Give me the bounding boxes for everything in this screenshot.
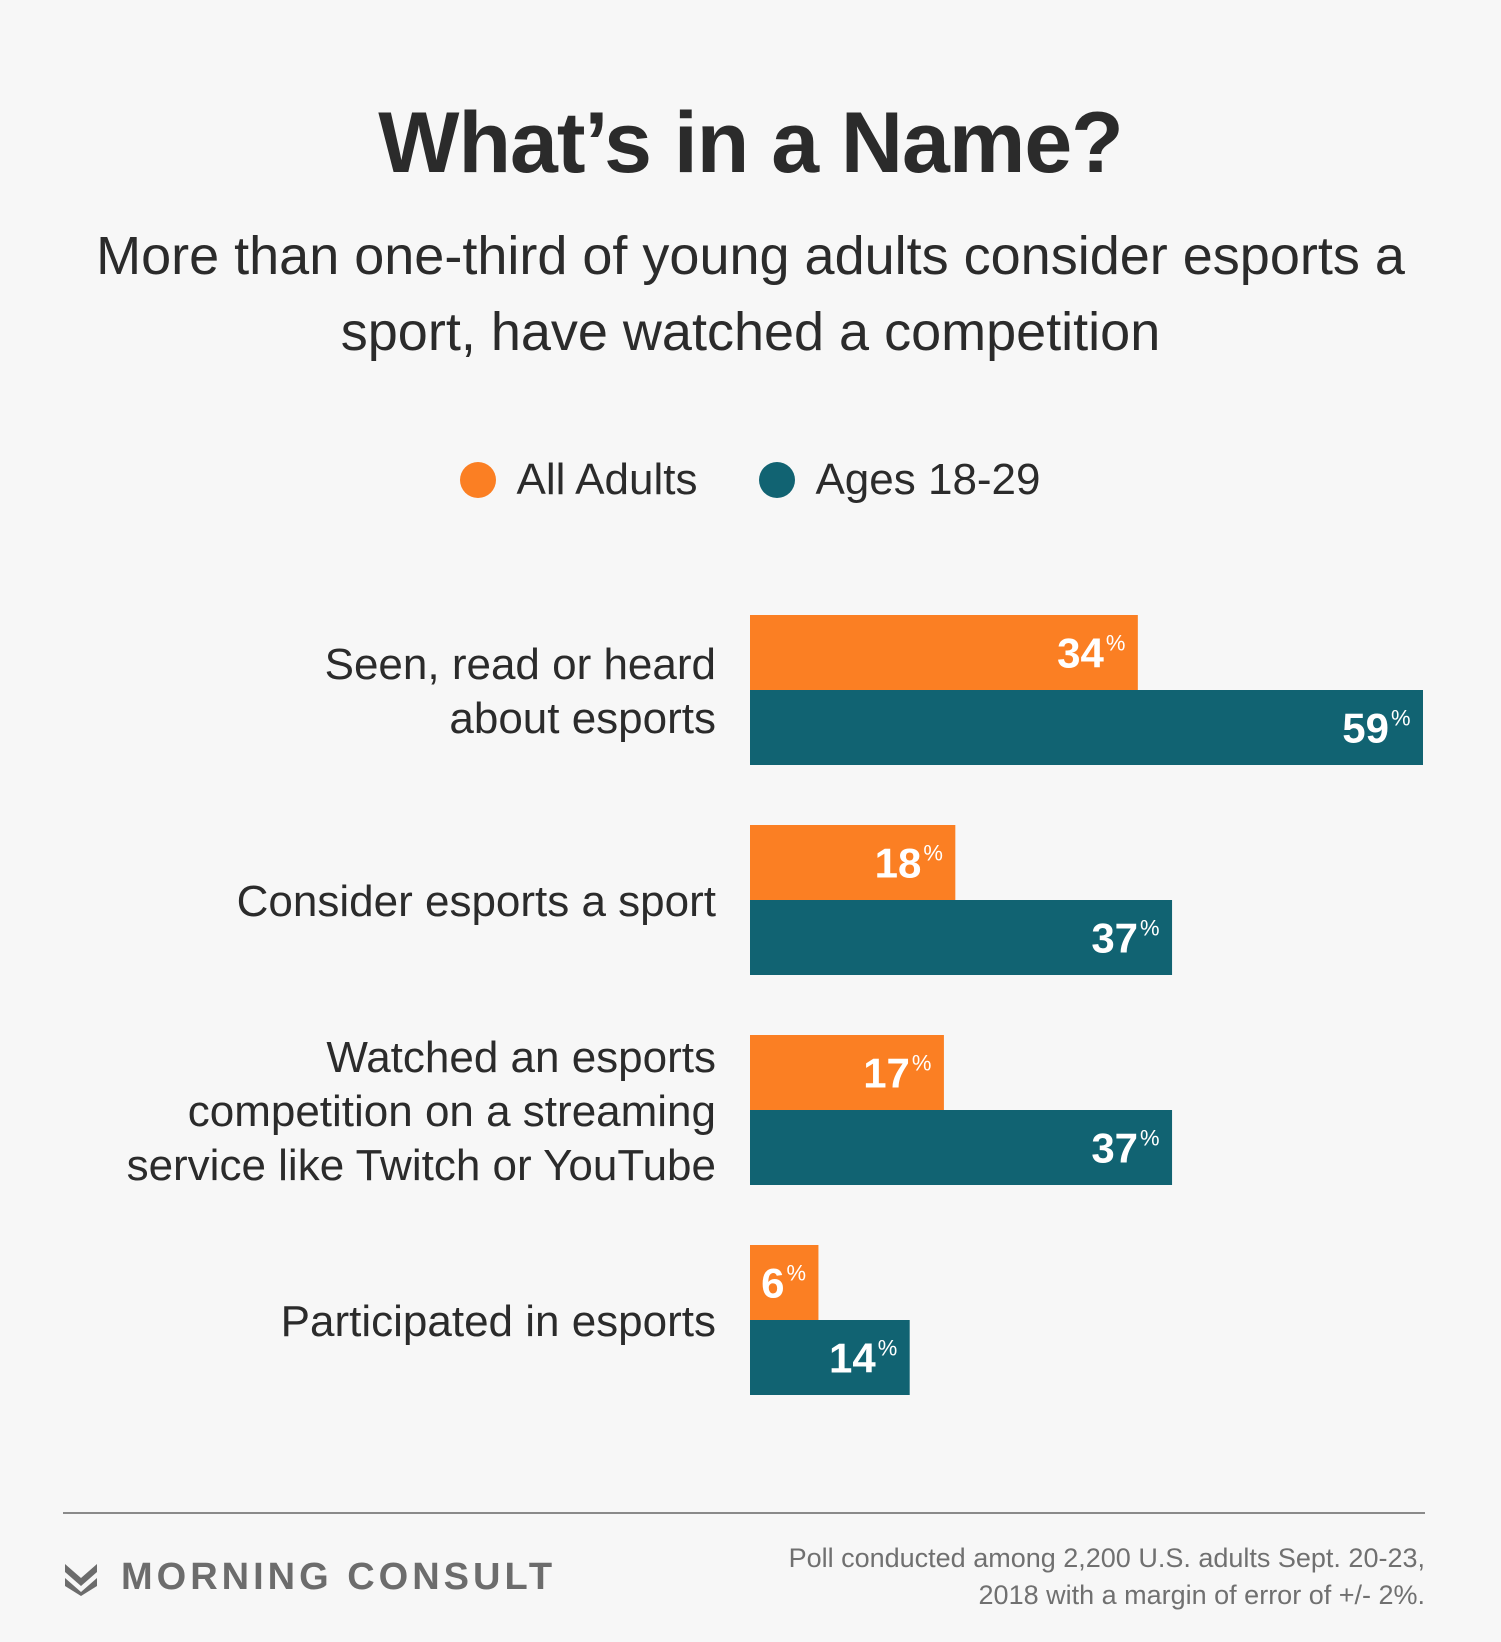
category-label-line: Watched an esports [326, 1033, 716, 1082]
bar-all-adults [750, 825, 956, 900]
bar-ages-18-29 [750, 1110, 1173, 1185]
category-label: Watched an esports competition on a strea… [127, 1033, 716, 1190]
bar-value-unit: % [1140, 1126, 1160, 1151]
bar-value-unit: % [923, 841, 943, 866]
legend-swatch-ages-18-29 [759, 462, 796, 498]
bar-ages-18-29 [750, 1320, 910, 1395]
category-label: Consider esports a sport [237, 877, 716, 926]
source-note: Poll conducted among 2,200 U.S. adults S… [788, 1543, 1425, 1610]
bar-value-unit: % [1140, 916, 1160, 941]
legend-item-ages-18-29: Ages 18-29 [759, 455, 1041, 505]
bar-value-unit: % [878, 1336, 898, 1361]
legend-swatch-all-adults [460, 462, 497, 498]
bar-value-unit: % [1391, 706, 1411, 731]
category-label-line: service like Twitch or YouTube [127, 1141, 716, 1190]
bar-all-adults [750, 615, 1138, 690]
bar-value-label: 34 [1057, 630, 1104, 677]
morning-consult-logo-icon [65, 1563, 97, 1596]
footer-divider [63, 1512, 1425, 1514]
category-label-line: Seen, read or heard [325, 640, 716, 689]
bar-value-label: 17 [863, 1050, 910, 1097]
bar-value-label: 37 [1091, 915, 1138, 962]
bar-value-label: 14 [829, 1335, 876, 1382]
legend-label-ages-18-29: Ages 18-29 [815, 455, 1041, 504]
bar-value-unit: % [786, 1261, 806, 1286]
bar-all-adults [750, 1245, 819, 1320]
legend-item-all-adults: All Adults [460, 455, 697, 505]
category-label-line: competition on a streaming [188, 1087, 716, 1136]
category-label-line: Consider esports a sport [237, 877, 716, 926]
bar-ages-18-29 [750, 900, 1173, 975]
bar-value-label: 37 [1091, 1125, 1138, 1172]
chart-title: What’s in a Name? [378, 95, 1123, 191]
bar-ages-18-29 [750, 690, 1423, 765]
bar-value-unit: % [912, 1051, 932, 1076]
bar-value-label: 6 [761, 1260, 784, 1307]
category-label-line: about esports [449, 694, 716, 743]
bar-all-adults [750, 1035, 944, 1110]
category-label: Participated in esports [281, 1297, 716, 1346]
brand-name: MORNING CONSULT [121, 1556, 557, 1598]
bar-value-unit: % [1106, 631, 1126, 656]
legend-label-all-adults: All Adults [516, 455, 698, 504]
chart-subtitle: More than one-third of young adults cons… [96, 226, 1405, 362]
bar-value-label: 18 [875, 840, 922, 887]
legend: All Adults Ages 18-29 [0, 455, 1501, 505]
category-label: Seen, read or heard about esports [325, 640, 716, 743]
category-label-line: Participated in esports [281, 1297, 716, 1346]
brand: MORNING CONSULT [63, 1556, 556, 1599]
bar-value-label: 59 [1342, 705, 1389, 752]
